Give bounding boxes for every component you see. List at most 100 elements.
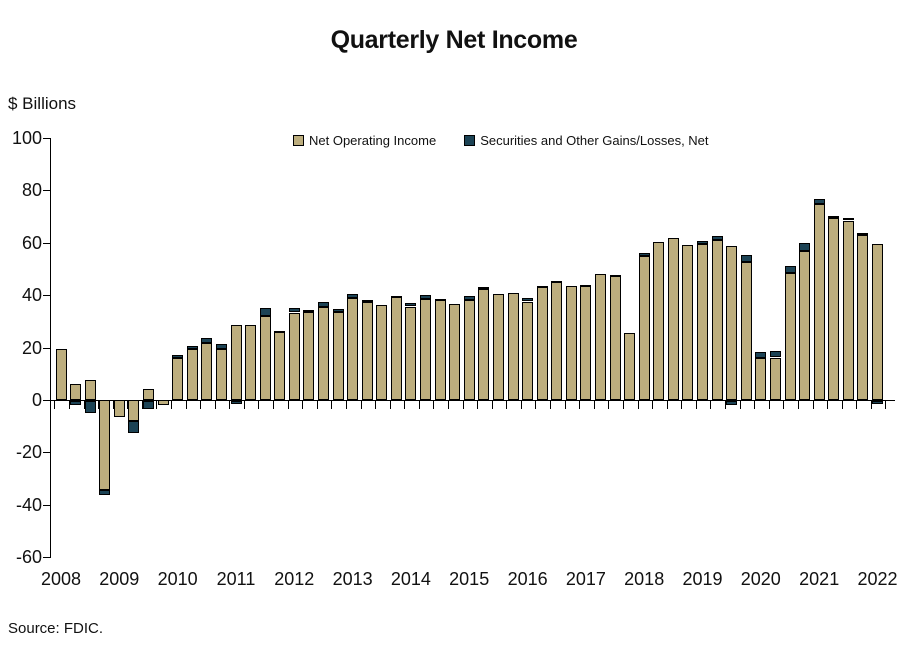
x-quarter-tick — [68, 401, 70, 409]
x-quarter-tick — [754, 401, 756, 409]
x-quarter-tick — [404, 401, 406, 409]
x-year-label-2014: 2014 — [390, 569, 431, 589]
bar-noi-2013-Q1 — [347, 298, 359, 400]
x-quarter-tick — [491, 401, 493, 409]
bar-sec-2021-Q2 — [828, 215, 840, 218]
bar-sec-2020-Q1 — [755, 351, 767, 359]
x-year-label-2020: 2020 — [740, 569, 781, 589]
bar-sec-2016-Q1 — [522, 297, 534, 302]
x-quarter-tick — [258, 401, 260, 409]
y-axis-unit-label: $ Billions — [8, 94, 77, 113]
bar-noi-2016-Q1 — [522, 301, 534, 400]
bar-sec-2013-Q4 — [390, 295, 402, 298]
chart-title: Quarterly Net Income — [330, 26, 578, 54]
x-quarter-tick — [695, 401, 697, 409]
bar-sec-2018-Q1 — [638, 253, 650, 256]
legend-label-securities-gains-losses: Securities and Other Gains/Losses, Net — [480, 133, 709, 148]
bar-sec-2009-Q2 — [128, 421, 140, 434]
x-quarter-tick — [185, 401, 187, 409]
bar-noi-2017-Q1 — [580, 286, 592, 400]
bar-noi-2020-Q4 — [799, 250, 811, 400]
bar-sec-2013-Q2 — [361, 300, 373, 303]
x-quarter-tick — [870, 401, 872, 409]
bar-sec-2014-Q1 — [405, 302, 417, 307]
x-year-label-2022: 2022 — [857, 569, 898, 589]
bar-sec-2016-Q2 — [536, 285, 548, 288]
x-quarter-tick — [827, 401, 828, 409]
bar-noi-2019-Q3 — [726, 245, 738, 400]
x-quarter-tick — [797, 401, 799, 409]
bar-noi-2015-Q4 — [507, 293, 519, 400]
x-quarter-tick — [579, 401, 581, 409]
y-tick-label: 60 — [21, 232, 42, 253]
bar-sec-2020-Q3 — [784, 265, 796, 273]
bar-noi-2008-Q4 — [99, 400, 111, 491]
x-quarter-tick — [54, 401, 56, 409]
bar-sec-2017-Q1 — [580, 284, 592, 287]
bar-sec-2021-Q1 — [813, 198, 825, 204]
x-quarter-tick — [885, 401, 887, 409]
bar-noi-2018-Q3 — [667, 237, 679, 400]
bar-noi-2008-Q1 — [55, 349, 67, 400]
y-tick — [43, 504, 50, 506]
x-quarter-tick — [768, 401, 770, 409]
bar-noi-2021-Q3 — [842, 220, 854, 400]
bar-noi-2017-Q3 — [609, 276, 621, 400]
x-quarter-tick — [331, 401, 333, 409]
bar-noi-2019-Q2 — [711, 239, 723, 400]
bar-sec-2012-Q3 — [317, 301, 329, 307]
x-quarter-tick — [156, 401, 158, 409]
bar-noi-2009-Q4 — [157, 400, 169, 405]
x-quarter-tick — [710, 401, 712, 409]
bar-sec-2010-Q3 — [201, 337, 213, 344]
bar-sec-2008-Q4 — [99, 490, 111, 495]
bar-sec-2022-Q1 — [872, 401, 883, 404]
y-tick — [43, 138, 50, 139]
x-year-label-2019: 2019 — [682, 569, 723, 589]
x-quarter-tick — [550, 401, 551, 409]
x-quarter-tick — [214, 401, 216, 409]
bar-noi-2016-Q4 — [565, 285, 577, 400]
x-quarter-tick — [812, 401, 814, 409]
bar-noi-2018-Q1 — [638, 255, 650, 400]
bar-noi-2015-Q3 — [492, 294, 504, 400]
bar-noi-2012-Q2 — [303, 312, 315, 400]
bar-noi-2011-Q3 — [259, 315, 271, 400]
x-quarter-tick — [243, 401, 245, 409]
bar-noi-2012-Q4 — [332, 311, 344, 400]
y-tick-label: 100 — [11, 128, 42, 148]
x-quarter-tick — [170, 401, 172, 409]
y-tick — [43, 452, 50, 454]
y-tick-label: -40 — [15, 494, 42, 515]
bar-noi-2010-Q2 — [186, 349, 198, 400]
bar-noi-2017-Q4 — [624, 333, 636, 400]
y-tick — [43, 242, 50, 244]
bar-sec-2010-Q1 — [172, 354, 184, 358]
bar-noi-2009-Q1 — [113, 400, 125, 418]
bar-sec-2014-Q3 — [434, 298, 446, 301]
legend-label-net-operating-income: Net Operating Income — [309, 133, 437, 148]
y-tick — [43, 190, 50, 192]
bar-noi-2017-Q2 — [595, 273, 606, 400]
bar-noi-2018-Q2 — [653, 242, 665, 400]
y-axis-line — [50, 138, 51, 559]
x-quarter-tick — [229, 401, 231, 409]
bar-sec-2019-Q3 — [726, 401, 738, 405]
bar-sec-2014-Q2 — [420, 294, 431, 299]
x-quarter-tick — [535, 401, 537, 409]
x-quarter-tick — [739, 401, 741, 409]
x-year-label-2008: 2008 — [40, 569, 82, 589]
x-quarter-tick — [302, 401, 304, 409]
bar-noi-2009-Q2 — [128, 400, 140, 421]
bar-noi-2014-Q2 — [420, 298, 431, 400]
bar-noi-2010-Q3 — [201, 343, 213, 400]
x-quarter-tick — [593, 401, 595, 409]
zero-line — [50, 400, 895, 401]
x-quarter-tick — [127, 401, 129, 409]
bar-noi-2014-Q4 — [449, 303, 461, 400]
x-quarter-tick — [316, 401, 318, 409]
bar-sec-2021-Q4 — [857, 232, 869, 235]
legend: Net Operating Income Securities and Othe… — [293, 133, 709, 148]
bar-noi-2011-Q2 — [245, 325, 256, 400]
